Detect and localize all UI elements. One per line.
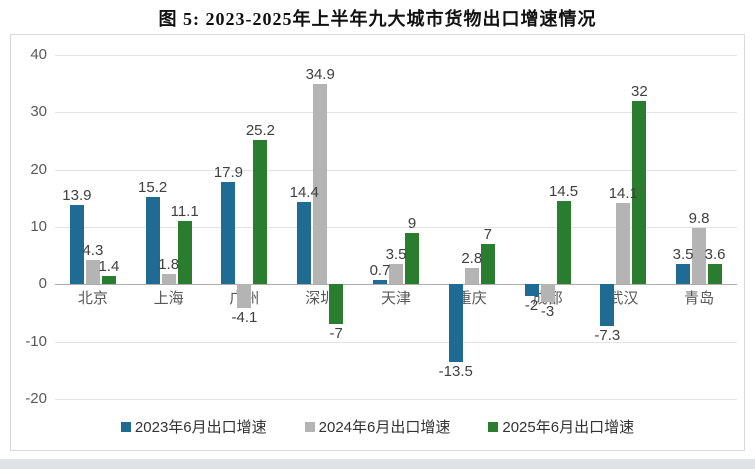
data-label: 2.8 [461, 250, 483, 268]
category-label: 天津 [380, 290, 411, 308]
bar [480, 244, 495, 285]
data-label: 3.6 [704, 245, 726, 263]
bar [448, 284, 463, 362]
gridline [55, 227, 737, 228]
data-label: 17.9 [213, 163, 244, 181]
legend-item: 2025年6月出口增速 [488, 416, 634, 437]
data-label: -7 [329, 325, 343, 343]
y-axis-tick: 0 [38, 275, 47, 293]
data-label: 9.8 [688, 210, 710, 228]
bar [177, 220, 192, 285]
data-label: 14.1 [608, 185, 638, 203]
data-label: 9 [407, 214, 417, 232]
data-label: 0.7 [369, 262, 391, 280]
bar [389, 264, 403, 285]
bar [313, 84, 328, 285]
bar [69, 204, 84, 285]
data-label: 25.2 [245, 121, 276, 139]
bar [616, 203, 631, 285]
page-edge-strip [0, 459, 755, 469]
bar [253, 139, 268, 285]
bar [540, 284, 555, 302]
bar [632, 100, 647, 285]
data-label: 15.2 [138, 179, 168, 197]
data-label: 13.9 [62, 186, 92, 204]
gridline [55, 399, 737, 400]
data-label: -13.5 [438, 362, 473, 380]
data-label: 1.8 [158, 256, 180, 273]
category-label: 北京 [77, 290, 108, 308]
gridline [55, 55, 737, 56]
data-label: 1.4 [98, 258, 120, 276]
y-axis-tick: 40 [30, 46, 47, 63]
chart-panel: 40 30 20 10 0 -10 -20 北京 13.9 4.3 1.4 上海 15.2 1.8 11.1… [10, 34, 745, 451]
bar [297, 201, 312, 285]
bar [692, 228, 707, 285]
bar [373, 280, 387, 285]
data-label: 7 [483, 226, 492, 244]
bar [221, 181, 236, 285]
data-label: -2 [524, 296, 539, 314]
data-label: 11.1 [170, 202, 199, 220]
data-label: -4.1 [231, 308, 258, 326]
bar [145, 197, 160, 285]
data-label: 14.4 [289, 183, 319, 201]
bar [556, 201, 571, 285]
bar [101, 276, 116, 285]
category-label: 青岛 [684, 290, 715, 308]
bar [708, 263, 723, 285]
data-label: 4.3 [82, 241, 104, 259]
gridline [55, 169, 737, 171]
bar [85, 259, 100, 285]
data-label: 34.9 [305, 66, 335, 84]
legend-swatch-icon [120, 421, 131, 432]
plot-area: 40 30 20 10 0 -10 -20 北京 13.9 4.3 1.4 上海 15.2 1.8 11.1… [25, 46, 737, 407]
bar [405, 232, 419, 285]
category-label: 武汉 [608, 290, 639, 308]
chart-legend: 2023年6月出口增速 2024年6月出口增速 2025年6月出口增速 [11, 416, 744, 437]
data-label: -3 [540, 302, 555, 320]
data-label: 3.5 [672, 246, 694, 264]
gridline [55, 341, 737, 343]
bar [237, 284, 252, 308]
data-label: 32 [630, 82, 648, 100]
legend-swatch-icon [488, 421, 499, 432]
data-label: -7.3 [594, 327, 621, 345]
legend-label: 2025年6月出口增速 [502, 419, 635, 436]
gridline [55, 112, 737, 114]
y-axis-tick: -10 [25, 332, 47, 350]
bar [676, 264, 691, 285]
zero-axis-line [55, 284, 737, 286]
y-axis-tick: 30 [30, 103, 47, 121]
bar [524, 284, 539, 296]
legend-swatch-icon [304, 421, 315, 432]
bar [329, 284, 344, 325]
y-axis-tick: 20 [30, 160, 47, 178]
y-axis-tick: 10 [30, 218, 47, 235]
legend-item: 2023年6月出口增速 [120, 416, 267, 437]
bar [600, 284, 615, 327]
y-axis-tick: -20 [25, 390, 47, 407]
data-label: 14.5 [548, 183, 579, 201]
legend-label: 2023年6月出口增速 [134, 419, 267, 436]
bar [464, 268, 479, 285]
data-label: 3.5 [385, 246, 407, 264]
category-label: 上海 [153, 290, 184, 308]
category-label: 重庆 [456, 290, 487, 308]
legend-item: 2024年6月出口增速 [304, 416, 451, 437]
bar [161, 274, 176, 285]
chart-title: 图 5: 2023-2025年上半年九大城市货物出口增速情况 [158, 9, 597, 29]
category-label: 深圳 [305, 290, 336, 308]
legend-label: 2024年6月出口增速 [318, 419, 451, 436]
